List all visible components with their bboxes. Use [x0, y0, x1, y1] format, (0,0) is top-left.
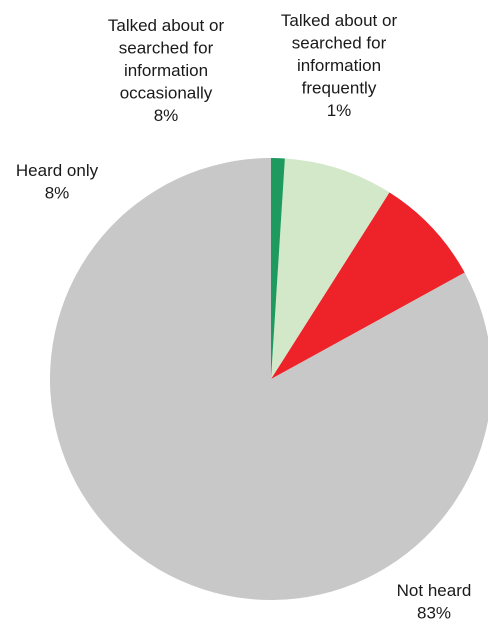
pie-slice-2 — [271, 158, 390, 379]
slice-label-0-line-0: Not heard — [397, 581, 472, 600]
pie-slice-1 — [271, 192, 465, 379]
slice-label-3-line-0: Talked about or — [281, 11, 398, 30]
slice-label-3-line-1: searched for — [292, 34, 387, 53]
slice-label-3-line-3: frequently — [302, 79, 377, 98]
slice-label-3-line-2: information — [297, 56, 381, 75]
slice-label-3-line-4: 1% — [327, 101, 352, 120]
pie-slice-3 — [271, 158, 285, 379]
slice-labels: Not heard 83% Heard only 8% Talked about or s… — [16, 11, 471, 623]
slice-label-0: Not heard 83% — [397, 581, 472, 623]
slice-label-2-line-0: Talked about or — [108, 16, 225, 35]
slice-label-0-line-1: 83% — [417, 604, 451, 623]
slice-label-1-line-0: Heard only — [16, 161, 99, 180]
pie-slices — [50, 158, 488, 600]
slice-label-1: Heard only 8% — [16, 161, 99, 203]
slice-label-2-line-1: searched for — [119, 39, 214, 58]
slice-label-3: Talked about or searched for information fr… — [281, 11, 398, 120]
pie-slice-0 — [50, 158, 488, 600]
slice-label-2-line-4: 8% — [154, 106, 179, 125]
slice-label-2-line-3: occasionally — [120, 84, 213, 103]
slice-label-2-line-2: information — [124, 61, 208, 80]
slice-label-1-line-1: 8% — [45, 184, 70, 203]
slice-label-2: Talked about or searched for information oc… — [108, 16, 225, 125]
